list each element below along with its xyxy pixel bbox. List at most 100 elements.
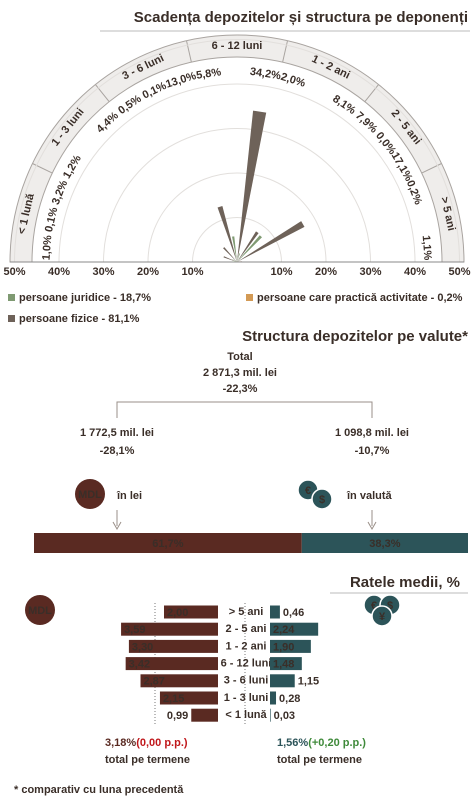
r-tick-label: 20%	[137, 266, 159, 278]
total-label: total pe termene	[105, 754, 190, 766]
currency-icon	[75, 479, 105, 509]
total-change: (0,00 p.p.)	[136, 737, 188, 749]
r-tick-label: 40%	[48, 266, 70, 278]
value-label: 13,0%	[164, 70, 198, 91]
legend-label: persoane juridice - 18,7%	[19, 292, 151, 304]
amount-change: -10,7%	[355, 445, 390, 457]
bar	[125, 657, 218, 671]
wedge	[237, 231, 259, 262]
bar	[140, 674, 218, 688]
bar-value: 1,48	[273, 659, 294, 671]
legend-label: persoane care practică activitate - 0,2%	[257, 292, 463, 304]
bar	[164, 605, 218, 619]
currency-title: Structura depozitelor pe valute*	[242, 328, 468, 345]
wedge	[235, 260, 237, 262]
wedge	[223, 247, 237, 262]
coin-icon	[371, 605, 393, 627]
currency-name: în valută	[346, 490, 393, 502]
wedge	[237, 110, 267, 262]
bar	[270, 639, 311, 653]
wedge	[237, 261, 242, 262]
r-tick-label: 10%	[270, 266, 292, 278]
polar-title: Scadența depozitelor și structura pe dep…	[134, 9, 468, 26]
bar-segment	[34, 533, 302, 553]
value-label: 2,0%	[279, 71, 307, 90]
bar-value: 0,28	[279, 693, 300, 705]
bar-value: 2,00	[167, 607, 188, 619]
category-label: 1 - 3 luni	[224, 692, 269, 704]
bar-value: 0,03	[274, 710, 295, 722]
currency-icon	[25, 595, 55, 625]
value-label: 17,1%	[389, 150, 415, 183]
total-label: Total	[227, 351, 252, 363]
wedge	[237, 221, 305, 262]
wedge	[232, 261, 237, 262]
r-tick-label: 20%	[315, 266, 337, 278]
bar-value: 1,15	[298, 676, 319, 688]
bar	[270, 674, 295, 688]
bracket	[116, 401, 373, 418]
total-value: 2 871,3 mil. lei	[203, 367, 277, 379]
legend-swatch	[8, 315, 15, 322]
value-label: 7,9%	[353, 110, 380, 136]
sector-divider	[282, 40, 288, 63]
value-label: 5,8%	[195, 66, 222, 82]
r-tick-label: 30%	[359, 266, 381, 278]
currency-name: în lei	[116, 490, 142, 502]
bar	[270, 622, 319, 636]
bar	[270, 691, 277, 705]
bar	[270, 657, 302, 671]
bar-value: 3,42	[129, 659, 150, 671]
value-label: 1,1%	[420, 235, 434, 261]
bar-segment	[301, 533, 468, 553]
value-label: 4,4%	[94, 110, 121, 136]
total-label: total pe termene	[277, 754, 362, 766]
r-tick-label: 50%	[3, 266, 25, 278]
sector-divider	[421, 163, 442, 174]
total-value: 1,56%	[277, 737, 308, 749]
sector-divider	[364, 84, 379, 103]
coin-icon	[311, 488, 333, 510]
grid-arc	[147, 172, 327, 263]
category-label: 2 - 5 ani	[226, 623, 267, 635]
wedge	[232, 259, 237, 262]
grid-arc	[14, 39, 460, 263]
r-tick-label: 10%	[181, 266, 203, 278]
icon-text: ¥	[379, 611, 386, 623]
category-label: 6 - 12 luni	[221, 658, 272, 670]
sector-divider	[95, 84, 110, 103]
icon-text: $	[319, 494, 325, 506]
amount-change: -28,1%	[100, 445, 135, 457]
bar-value: 2,87	[144, 676, 165, 688]
bar-label: 61,7%	[152, 538, 183, 550]
icon-text: MDL	[78, 489, 102, 501]
total-change: (+0,20 p.p.)	[308, 737, 366, 749]
category-label: > 5 ani	[229, 606, 264, 618]
bar-value: 3,59	[124, 624, 145, 636]
bar-value: 2,24	[273, 624, 295, 636]
bar-value: 2,15	[163, 693, 184, 705]
arrow-head	[367, 521, 377, 531]
wedge	[223, 256, 237, 262]
wedge	[237, 235, 263, 262]
bar-value: 0,46	[283, 607, 304, 619]
icon-text: $	[387, 600, 393, 612]
icon-text: MDL	[28, 605, 52, 617]
category-label: 3 - 6 luni	[224, 675, 269, 687]
legend-swatch	[246, 294, 253, 301]
r-tick-label: 40%	[404, 266, 426, 278]
bar	[270, 605, 280, 619]
sector-label: 6 - 12 luni	[212, 40, 263, 52]
sector-divider	[186, 40, 192, 63]
value-label: 1,0%	[41, 235, 55, 261]
bar-label: 38,3%	[369, 538, 400, 550]
bar	[191, 708, 218, 722]
bar	[159, 691, 218, 705]
value-label: 3,2%	[50, 178, 70, 206]
category-label: < 1 lună	[225, 709, 267, 721]
value-label: 34,2%	[249, 66, 282, 83]
sector-divider	[32, 163, 53, 174]
r-tick-label: 30%	[92, 266, 114, 278]
amount: 1 098,8 mil. lei	[335, 427, 409, 439]
